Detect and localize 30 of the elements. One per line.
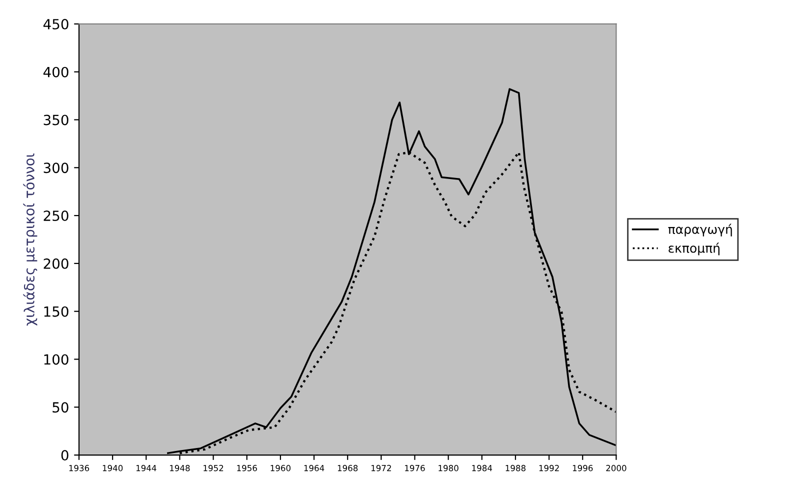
- x-tick-label: 1948: [170, 464, 190, 472]
- y-tick-label: 100: [44, 354, 68, 365]
- x-tick-label: 1936: [69, 464, 90, 472]
- x-tick-label: 1956: [237, 464, 257, 472]
- legend-label: παραγωγή: [668, 224, 732, 236]
- y-tick-label: 450: [43, 18, 68, 30]
- x-tick-label: 1968: [338, 464, 358, 472]
- x-tick-label: 1980: [438, 464, 458, 472]
- x-tick-label: 1988: [506, 464, 526, 472]
- legend-label: εκπομπή: [668, 242, 720, 256]
- x-tick-label: 1944: [136, 464, 156, 472]
- x-tick-label: 1972: [371, 464, 391, 472]
- y-tick-label: 300: [44, 162, 68, 174]
- y-tick-label: 50: [52, 402, 68, 413]
- x-tick-label: 1940: [102, 464, 123, 472]
- x-tick-label: 2000: [606, 464, 626, 472]
- x-tick-label: 1992: [539, 464, 559, 472]
- y-tick-label: 350: [44, 114, 68, 126]
- x-tick-label: 1976: [405, 464, 425, 472]
- y-axis-title: χιλιάδες μετρικοί τόννοι: [23, 154, 38, 326]
- y-tick-label: 400: [43, 66, 68, 78]
- x-tick-label: 1996: [572, 464, 593, 472]
- y-tick-label: 0: [61, 450, 68, 461]
- x-tick-label: 1952: [204, 464, 224, 472]
- y-tick-label: 150: [44, 306, 68, 317]
- x-tick-label: 1960: [270, 464, 290, 472]
- x-tick-label: 1964: [304, 464, 324, 472]
- x-tick-label: 1984: [472, 464, 492, 472]
- y-tick-label: 250: [44, 210, 68, 222]
- y-tick-label: 200: [44, 258, 68, 269]
